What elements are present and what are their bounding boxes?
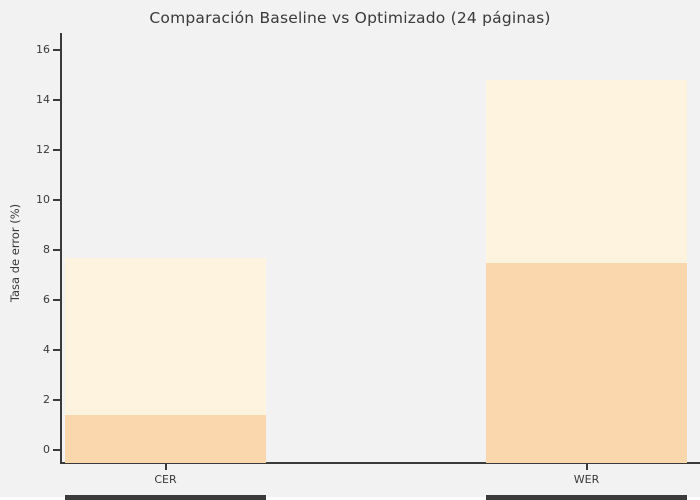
y-tick-mark-14: [53, 99, 60, 101]
y-tick-label-14: 14: [36, 93, 50, 106]
x-tick-label-cer: CER: [154, 473, 177, 486]
y-tick-mark-2: [53, 399, 60, 401]
y-tick-label-4: 4: [43, 343, 50, 356]
bar-optimizado-cer: [65, 415, 266, 463]
y-tick-label-2: 2: [43, 393, 50, 406]
x-tick-mark-cer: [164, 464, 167, 470]
y-tick-mark-6: [53, 299, 60, 301]
x-tick-label-wer: WER: [573, 473, 600, 486]
y-tick-mark-12: [53, 149, 60, 151]
bottom-cropped-segment-wer: [486, 495, 687, 500]
y-tick-label-16: 16: [36, 43, 50, 56]
bar-optimizado-wer: [486, 262, 687, 463]
y-tick-mark-10: [53, 199, 60, 201]
y-tick-mark-0: [53, 449, 60, 451]
y-tick-mark-8: [53, 249, 60, 251]
y-axis-spine: [60, 33, 62, 464]
bottom-cropped-segment-cer: [65, 495, 266, 500]
y-tick-mark-16: [53, 49, 60, 51]
bottom-gap-strip: [0, 497, 700, 500]
y-tick-label-8: 8: [43, 243, 50, 256]
y-tick-label-12: 12: [36, 143, 50, 156]
x-tick-mark-wer: [585, 464, 588, 470]
y-tick-label-10: 10: [36, 193, 50, 206]
y-tick-label-6: 6: [43, 293, 50, 306]
y-tick-mark-4: [53, 349, 60, 351]
y-tick-label-0: 0: [43, 443, 50, 456]
chart-title: Comparación Baseline vs Optimizado (24 p…: [149, 9, 551, 27]
x-axis-spine: [60, 462, 700, 464]
